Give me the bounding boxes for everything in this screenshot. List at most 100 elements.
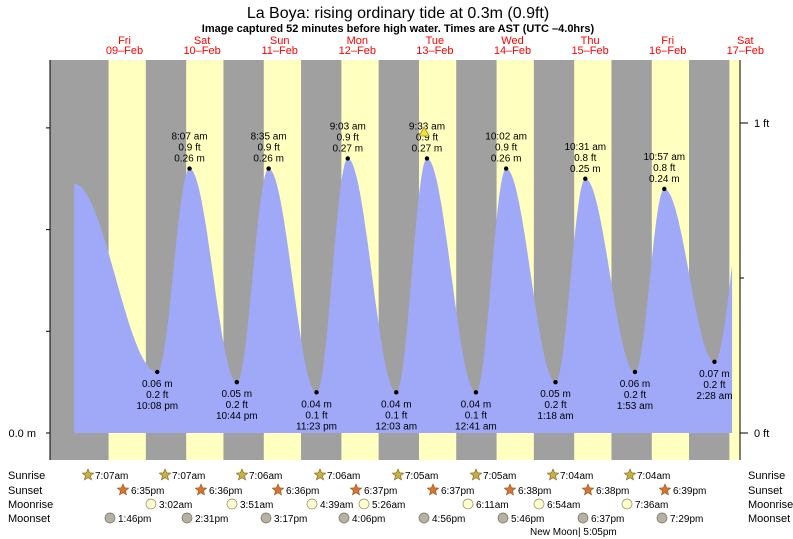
- moonrise-icon: [306, 498, 318, 510]
- moonrise-icon: [533, 498, 545, 510]
- left-tick-label: 0.0 m: [8, 428, 36, 440]
- tide-label: 8:35 am: [251, 132, 287, 143]
- event-time: 7:07am: [95, 471, 128, 482]
- tide-dot: [314, 390, 319, 395]
- day-of-week: Sat: [737, 35, 754, 47]
- tide-label: 0.1 ft: [465, 410, 487, 421]
- sunset-entry: 6:38pm: [503, 483, 551, 497]
- tide-dot: [266, 166, 271, 171]
- sunset-icon: [271, 483, 285, 496]
- chart-title: La Boya: rising ordinary tide at 0.3m (0…: [247, 5, 549, 22]
- moonset-icon: [104, 512, 116, 524]
- tide-label: 0.04 m: [461, 399, 492, 410]
- high-tide-point: 10:57 am0.8 ft0.24 m: [643, 152, 685, 192]
- event-time: 7:29pm: [670, 514, 703, 525]
- event-time: 7:06am: [327, 471, 360, 482]
- right-tick-label: 1 ft: [754, 118, 769, 130]
- sunrise-entry: 7:05am: [469, 468, 516, 482]
- moonset-entry: 3:17pm: [260, 512, 307, 525]
- tide-label: 1:18 am: [537, 411, 573, 422]
- event-time: 6:37pm: [364, 486, 397, 497]
- chart-subtitle: Image captured 52 minutes before high wa…: [202, 23, 595, 35]
- moonrise-entry: 5:26am: [358, 498, 405, 511]
- high-tide-point: 10:31 am0.8 ft0.25 m: [564, 142, 606, 181]
- tide-label: 9:33 am: [409, 121, 445, 132]
- tide-label: 0.9 ft: [495, 143, 517, 154]
- day-of-week: Wed: [501, 35, 523, 47]
- tide-label: 2:28 am: [696, 391, 732, 402]
- sunrise-entry: 7:04am: [623, 468, 670, 482]
- tide-label: 0.2 ft: [226, 400, 248, 411]
- tide-label: 10:31 am: [564, 142, 606, 153]
- tide-label: 0.26 m: [491, 154, 522, 165]
- moonset-entry: 5:46pm: [497, 512, 544, 525]
- tide-label: 0.07 m: [699, 369, 730, 380]
- event-time: 6:38pm: [596, 486, 629, 497]
- sunset-entry: 6:37pm: [349, 483, 397, 497]
- sunset-icon: [349, 483, 363, 496]
- tide-label: 0.06 m: [620, 379, 651, 390]
- event-time: 6:37pm: [441, 486, 474, 497]
- tide-label: 0.2 ft: [146, 390, 168, 401]
- event-time: 7:05am: [405, 471, 438, 482]
- tide-curve-area: [74, 158, 733, 433]
- sunrise-icon: [81, 468, 95, 481]
- moonset-icon: [338, 512, 350, 524]
- day-date: 11–Feb: [261, 45, 298, 57]
- tide-label: 1:53 am: [617, 401, 653, 412]
- low-tide-point: 0.06 m0.2 ft1:53 am: [617, 369, 653, 412]
- tide-label: 12:03 am: [375, 421, 417, 432]
- low-tide-point: 0.07 m0.2 ft2:28 am: [696, 359, 733, 402]
- high-tide-point: 9:03 am0.9 ft0.27 m: [330, 121, 366, 161]
- high-tide-point: 8:07 am0.9 ft0.26 m: [171, 132, 208, 171]
- tide-label: 0.9 ft: [178, 143, 200, 154]
- moonset-icon: [497, 512, 509, 524]
- tide-label: 8:07 am: [171, 132, 207, 143]
- sunset-entry: 6:37pm: [426, 483, 474, 497]
- high-tide-point: 8:35 am0.9 ft0.26 m: [251, 132, 287, 171]
- moonrise-icon: [226, 498, 238, 510]
- tide-label: 10:57 am: [643, 152, 685, 163]
- moon-phase-label: New Moon: [530, 527, 578, 538]
- tide-label: 0.06 m: [142, 379, 173, 390]
- tide-label: 0.26 m: [253, 154, 284, 165]
- tide-label: 0.05 m: [222, 389, 253, 400]
- moonrise-entry: 7:36am: [621, 498, 668, 511]
- right-tick-label: 0 ft: [754, 428, 769, 440]
- day-date: 10–Feb: [183, 45, 220, 57]
- day-of-week: Sun: [270, 35, 290, 47]
- tide-dot: [155, 369, 160, 375]
- sunset-entry: 6:38pm: [581, 483, 629, 497]
- day-date: 15–Feb: [571, 45, 608, 57]
- day-of-week: Mon: [347, 35, 368, 47]
- tide-label: 0.8 ft: [653, 163, 675, 174]
- event-time: 6:39pm: [673, 486, 706, 497]
- sunrise-icon: [391, 468, 405, 481]
- tide-dot: [503, 166, 509, 171]
- sunrise-icon: [235, 468, 249, 481]
- event-time: 1:46pm: [118, 514, 151, 525]
- tide-label: 9:03 am: [330, 121, 366, 132]
- sunrise-entry: 7:06am: [313, 468, 360, 482]
- tide-dot: [473, 390, 479, 395]
- event-time: 6:36pm: [286, 486, 319, 497]
- sunrise-entry: 7:07am: [158, 468, 205, 482]
- axes: 0.0 m 0 ft 1 ft: [8, 60, 769, 460]
- tide-dot: [662, 186, 667, 192]
- tide-dot: [345, 156, 350, 161]
- day-of-week: Thu: [581, 35, 600, 47]
- day-date: 12–Feb: [339, 45, 376, 57]
- tide-label: 0.05 m: [540, 389, 571, 400]
- moonset-icon: [656, 512, 668, 524]
- day-date: 13–Feb: [416, 45, 453, 57]
- moonset-icon: [577, 512, 589, 524]
- tide-label: 0.25 m: [570, 164, 601, 175]
- moon-phase-time: | 5:05pm: [578, 527, 617, 538]
- sunrise-icon: [469, 468, 483, 481]
- tide-label: 0.1 ft: [385, 410, 407, 421]
- moonset-icon: [418, 512, 430, 524]
- moonset-entry: 4:56pm: [418, 512, 465, 525]
